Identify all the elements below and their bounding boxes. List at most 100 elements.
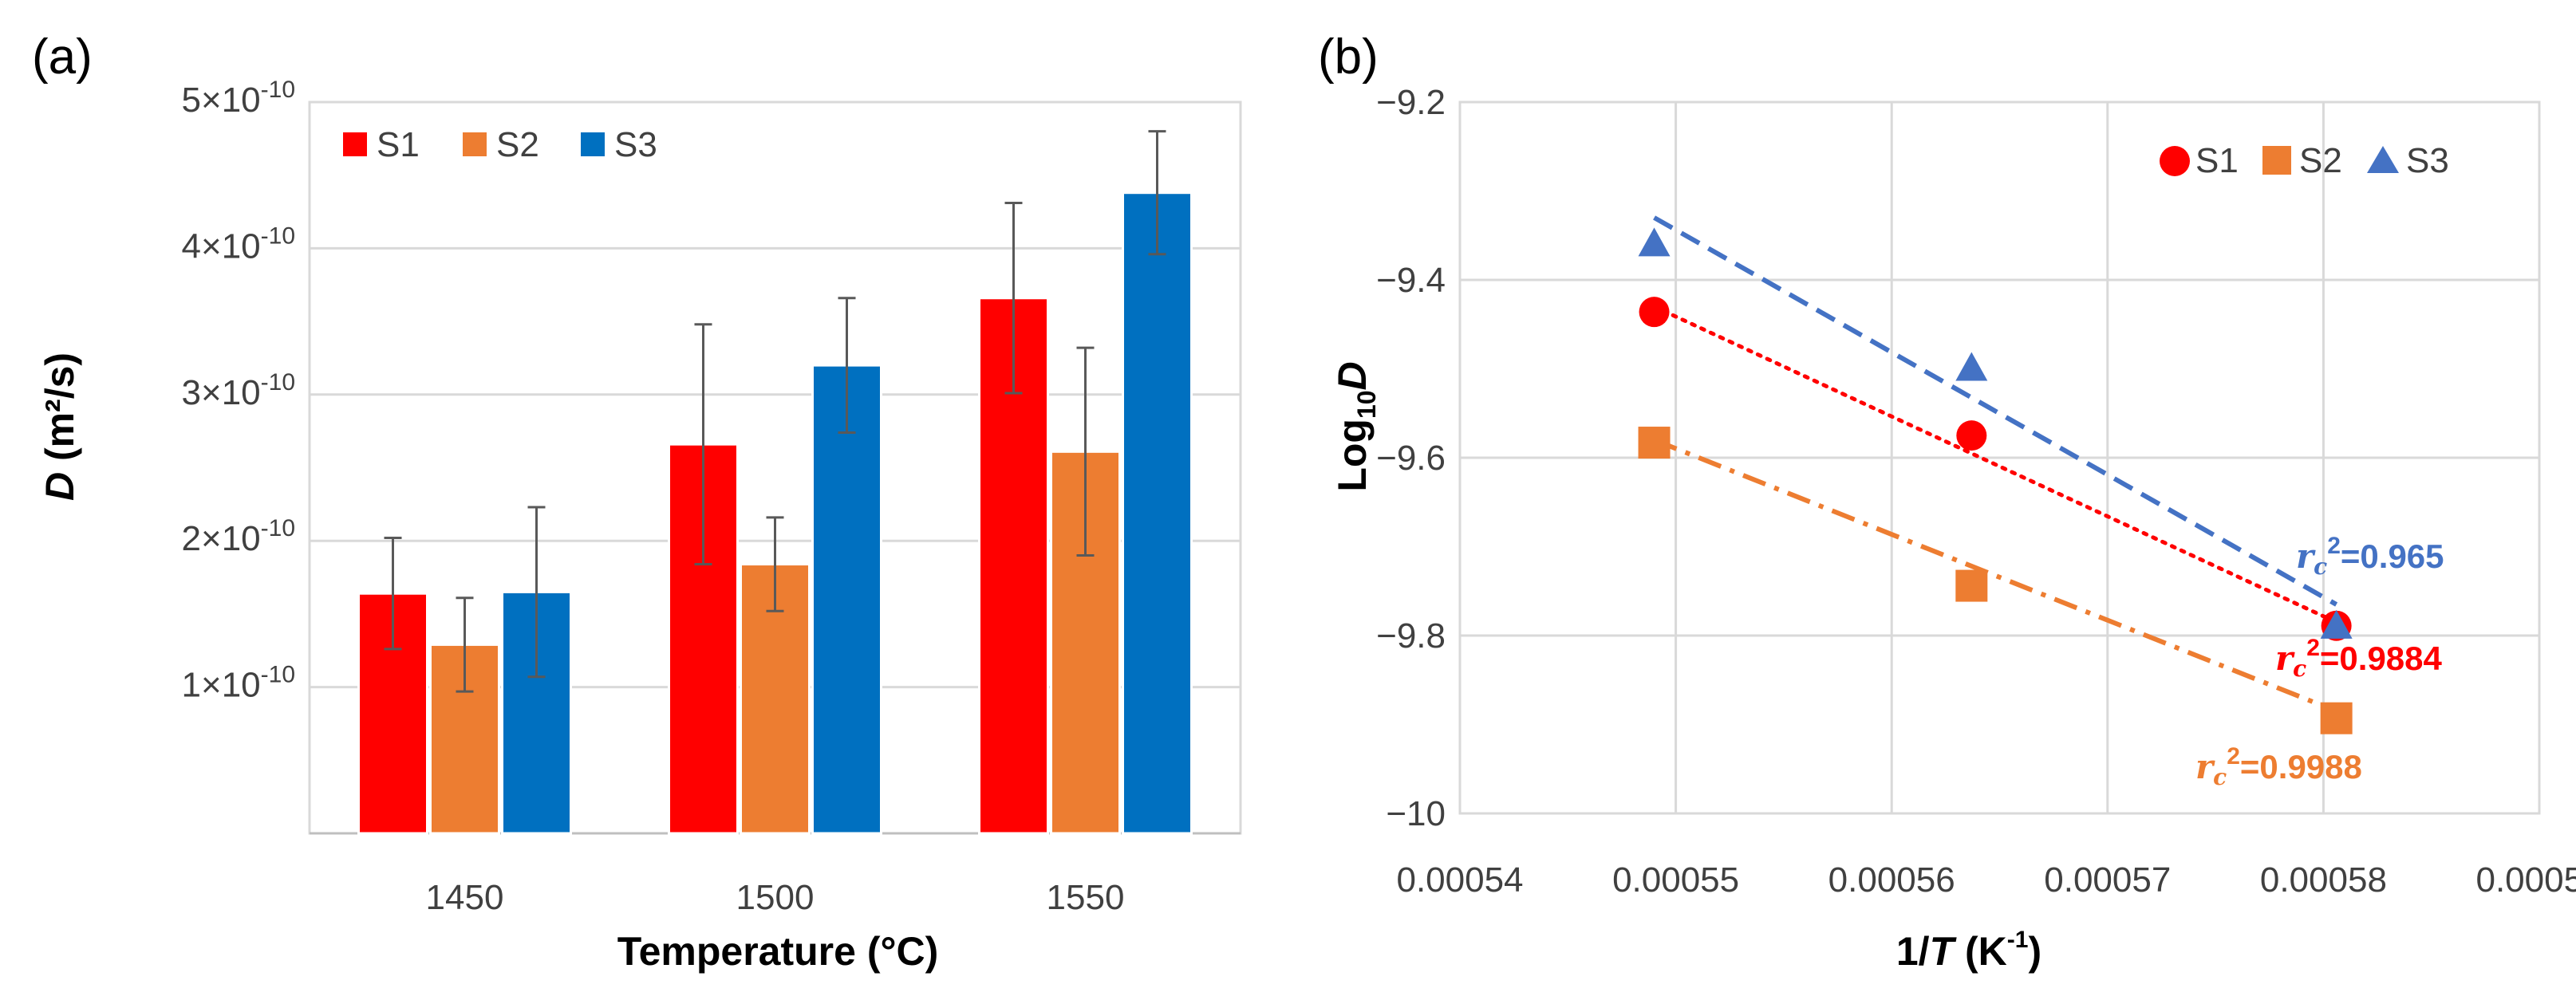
panel-b-x-axis-var: T <box>1930 929 1958 974</box>
panel-b-y-axis-sub: 10 <box>1352 390 1381 419</box>
panel-b-x-axis-unit: (K <box>1954 929 2007 974</box>
y-tick-exponent: -10 <box>261 77 295 103</box>
y-tick-base: 10 <box>222 519 261 558</box>
panel-b-scatter-chart: (b) −9.2−9.4−9.6−9.8−10 0.00054 0.00055 0.… <box>1318 30 2576 974</box>
s2-r2-value: =0.9988 <box>2240 748 2362 785</box>
y-tick-base: 10 <box>222 666 261 705</box>
legend-b-s1-label: S1 <box>2195 141 2239 180</box>
panel-b-y-axis-pre: Log <box>1330 419 1375 492</box>
panel-b-x-axis-title: 1/T (K-1) <box>1896 927 2041 974</box>
legend-b-s1-marker <box>2160 146 2190 176</box>
y-tick-exponent: -10 <box>261 222 295 249</box>
x-tick-label-b: 0.00057 <box>2044 860 2171 900</box>
bar-s3-1500 <box>811 364 882 835</box>
legend-b-s3-marker <box>2367 146 2399 173</box>
panel-a-y-axis-title: D (m²/s) <box>37 352 82 501</box>
s1-r2-var: r <box>2275 639 2295 678</box>
y-tick-label-a: 2×10-10 <box>182 515 296 558</box>
s1-r2-sup: 2 <box>2306 635 2320 661</box>
y-tick-label-b: −9.2 <box>1376 83 1446 122</box>
y-tick-base: 10 <box>222 81 261 120</box>
legend-a-s3-label: S3 <box>614 125 657 164</box>
fit-line-s3 <box>1653 215 2338 607</box>
panel-b-data-points <box>1638 227 2353 734</box>
panel-a-bar-chart: (a) 1×10-102×10-103×10-104×10-105×10-10 … <box>32 30 1242 974</box>
panel-b-s3-r2-annotation: rc2=0.965 <box>2296 533 2444 580</box>
y-tick-exponent: -10 <box>261 369 295 396</box>
point-s2-2 <box>1955 569 1988 602</box>
y-tick-label-b: −10 <box>1386 794 1446 833</box>
point-s2-1 <box>1638 427 1671 459</box>
y-tick-exponent: -10 <box>261 515 295 541</box>
point-s3-2 <box>1955 352 1988 381</box>
point-s3-1 <box>1638 227 1671 257</box>
panel-b-y-axis-title: Log10D <box>1330 361 1381 491</box>
y-tick-mantissa: 4 <box>182 226 201 266</box>
legend-a-s3-swatch <box>581 132 605 156</box>
s3-r2-value: =0.965 <box>2341 537 2444 575</box>
panel-b-x-tick-labels: 0.00054 0.00055 0.00056 0.00057 0.00058 0.000… <box>1396 860 2576 900</box>
panel-b-x-axis-end: ) <box>2028 929 2041 974</box>
legend-a-s1-swatch <box>343 132 367 156</box>
panel-b-legend: S1 S2 S3 <box>2160 141 2449 180</box>
x-tick-label-b: 0.00058 <box>2260 860 2387 900</box>
panel-a-x-tick-labels: 1450 1500 1550 <box>426 878 1125 917</box>
x-tick-label-a: 1450 <box>426 878 504 917</box>
x-tick-label-b: 0.00055 <box>1612 860 1739 900</box>
legend-a-s1-label: S1 <box>377 125 420 164</box>
x-tick-label-b: 0.00056 <box>1828 860 1955 900</box>
legend-b-s3-label: S3 <box>2406 141 2449 180</box>
s3-r2-sub: c <box>2314 553 2327 580</box>
y-tick-times: × <box>201 226 222 266</box>
y-tick-base: 10 <box>222 373 261 412</box>
x-tick-label-a: 1500 <box>736 878 815 917</box>
point-s1-2 <box>1956 420 1987 451</box>
y-tick-label-b: −9.6 <box>1376 439 1446 478</box>
legend-b-s2-label: S2 <box>2299 141 2342 180</box>
legend-a-s2-swatch <box>463 132 487 156</box>
bar-s2-1500 <box>740 563 811 835</box>
legend-b-s2-marker <box>2262 146 2291 175</box>
s1-r2-value: =0.9884 <box>2320 640 2443 677</box>
s3-r2-sup: 2 <box>2327 533 2341 559</box>
y-tick-label-a: 5×10-10 <box>182 77 296 120</box>
s3-r2-var: r <box>2296 537 2316 576</box>
panel-a-bars <box>357 191 1193 835</box>
y-tick-base: 10 <box>222 226 261 266</box>
y-tick-mantissa: 3 <box>182 373 201 412</box>
panel-b-y-axis-var: D <box>1330 361 1375 390</box>
y-tick-label-a: 4×10-10 <box>182 222 296 266</box>
panel-b-y-tick-labels: −9.2 −9.4 −9.6 −9.8 −10 <box>1376 83 1446 833</box>
panel-b-s1-r2-annotation: rc2=0.9884 <box>2275 635 2443 682</box>
plot-frame-b <box>1458 100 2541 815</box>
fit-line-s1 <box>1652 304 2339 624</box>
fit-line-s2 <box>1653 437 2337 714</box>
x-tick-label-b: 0.00059 <box>2475 860 2576 900</box>
x-tick-label-a: 1550 <box>1047 878 1125 917</box>
panel-a-y-axis-var: D <box>37 472 82 501</box>
bar-s3-1450 <box>501 590 572 835</box>
panel-a-error-bars <box>384 130 1166 693</box>
point-s3-3 <box>2320 609 2353 639</box>
s1-r2-sub: c <box>2293 656 2306 682</box>
panel-a-label: (a) <box>32 30 93 85</box>
panel-a-x-axis-title: Temperature (°C) <box>617 929 938 974</box>
y-tick-mantissa: 5 <box>182 81 201 120</box>
y-tick-label-b: −9.8 <box>1376 616 1446 656</box>
point-s2-3 <box>2320 702 2353 734</box>
panel-a-legend: S1 S2 S3 <box>343 125 657 164</box>
legend-a-s2-label: S2 <box>496 125 539 164</box>
y-tick-mantissa: 1 <box>182 666 201 705</box>
y-tick-label-b: −9.4 <box>1376 261 1446 300</box>
point-s1-1 <box>1639 297 1670 328</box>
y-tick-times: × <box>201 519 222 558</box>
s2-r2-var: r <box>2195 747 2215 786</box>
s2-r2-sub: c <box>2213 764 2227 790</box>
y-tick-mantissa: 2 <box>182 519 201 558</box>
y-tick-times: × <box>201 373 222 412</box>
panel-b-fit-lines <box>1652 215 2339 714</box>
panel-a-y-tick-labels: 1×10-102×10-103×10-104×10-105×10-10 <box>182 77 296 705</box>
panel-b-x-axis-pre: 1/ <box>1896 929 1930 974</box>
panel-b-label: (b) <box>1318 30 1379 85</box>
